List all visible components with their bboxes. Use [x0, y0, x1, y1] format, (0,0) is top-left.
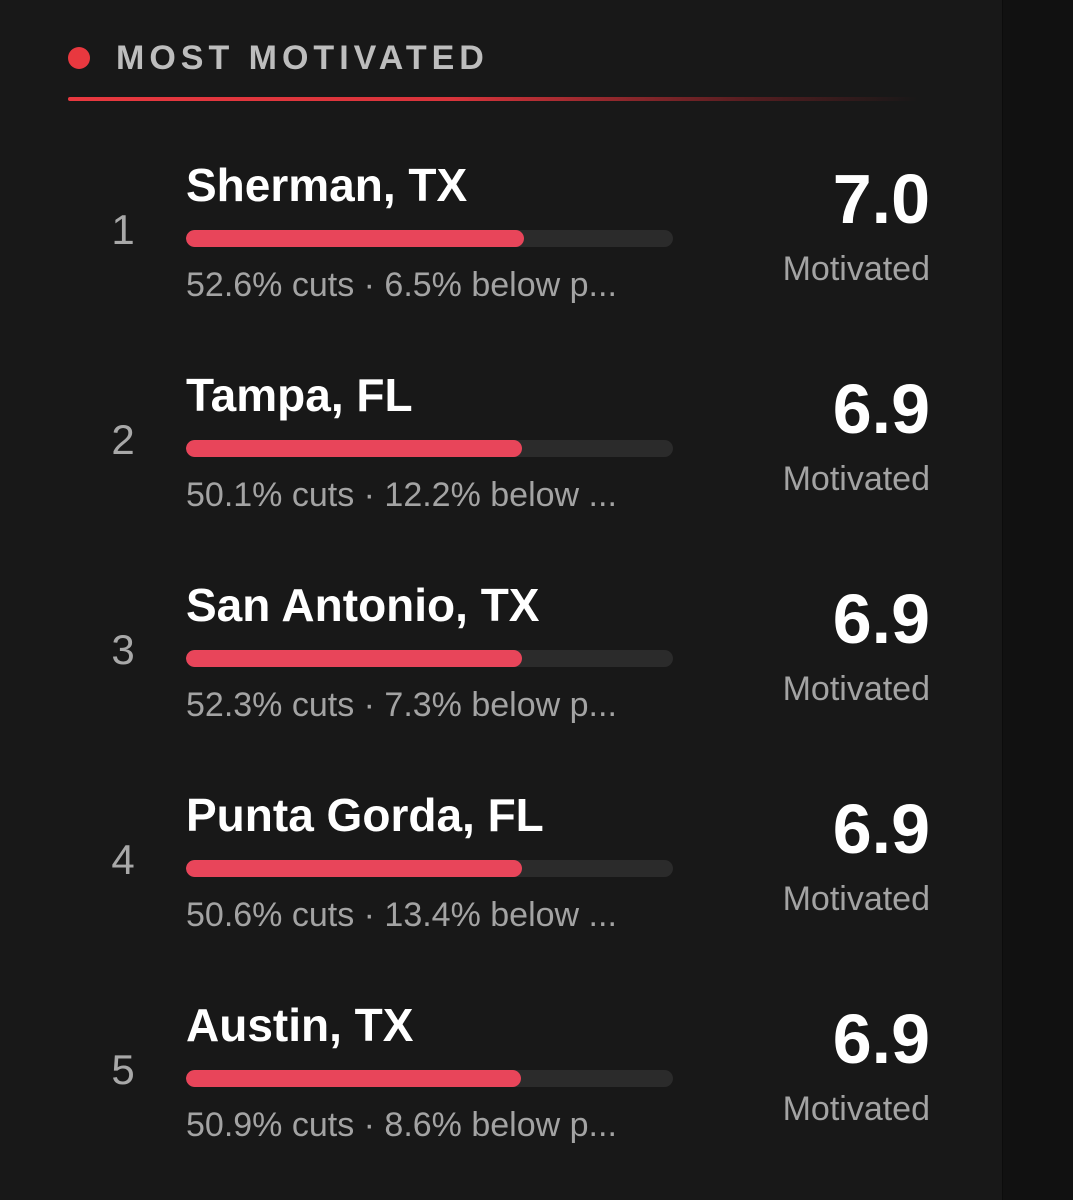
motivation-score: 6.9 [832, 790, 930, 868]
section-title: MOST MOTIVATED [116, 38, 489, 77]
list-item[interactable]: 3 San Antonio, TX 52.3% cuts · 7.3% belo… [0, 560, 1002, 770]
city-details: 50.1% cuts · 12.2% below ... [186, 476, 617, 514]
score-label: Motivated [782, 250, 930, 288]
city-name: Punta Gorda, FL [186, 789, 544, 841]
motivation-bar [186, 230, 673, 247]
motivation-bar [186, 1070, 673, 1087]
motivation-score: 6.9 [832, 1000, 930, 1078]
ranking-list: 1 Sherman, TX 52.6% cuts · 6.5% below p.… [0, 140, 1002, 1190]
status-dot-icon [68, 47, 90, 69]
score-label: Motivated [782, 670, 930, 708]
city-name: San Antonio, TX [186, 579, 540, 631]
motivation-bar-fill [186, 650, 523, 667]
list-item[interactable]: 5 Austin, TX 50.9% cuts · 8.6% below p..… [0, 980, 1002, 1190]
city-name: Austin, TX [186, 999, 414, 1051]
motivation-bar [186, 860, 673, 877]
rank-number: 3 [111, 626, 135, 673]
motivation-bar-fill [186, 1070, 522, 1087]
motivation-bar-fill [186, 230, 525, 247]
list-item[interactable]: 1 Sherman, TX 52.6% cuts · 6.5% below p.… [0, 140, 1002, 350]
motivation-score: 6.9 [832, 370, 930, 448]
motivation-bar [186, 650, 673, 667]
motivation-score: 7.0 [832, 160, 930, 238]
motivation-score: 6.9 [832, 580, 930, 658]
motivation-bar-fill [186, 440, 523, 457]
city-details: 50.6% cuts · 13.4% below ... [186, 896, 617, 934]
score-label: Motivated [782, 880, 930, 918]
city-name: Sherman, TX [186, 159, 468, 211]
rank-number: 4 [111, 836, 135, 883]
header-divider [68, 97, 918, 101]
score-label: Motivated [782, 460, 930, 498]
section-header: MOST MOTIVATED [68, 36, 489, 80]
city-name: Tampa, FL [186, 369, 413, 421]
list-item[interactable]: 4 Punta Gorda, FL 50.6% cuts · 13.4% bel… [0, 770, 1002, 980]
city-details: 50.9% cuts · 8.6% below p... [186, 1106, 617, 1144]
rank-number: 5 [111, 1046, 135, 1093]
ranking-panel: MOST MOTIVATED 1 Sherman, TX 52.6% cuts … [0, 36, 1002, 1190]
city-details: 52.3% cuts · 7.3% below p... [186, 686, 617, 724]
motivation-bar-fill [186, 860, 523, 877]
score-label: Motivated [782, 1090, 930, 1128]
city-details: 52.6% cuts · 6.5% below p... [186, 266, 617, 304]
rank-number: 1 [111, 206, 135, 253]
rank-number: 2 [111, 416, 135, 463]
side-panel-edge [1002, 0, 1073, 1200]
list-item[interactable]: 2 Tampa, FL 50.1% cuts · 12.2% below ...… [0, 350, 1002, 560]
motivation-bar [186, 440, 673, 457]
